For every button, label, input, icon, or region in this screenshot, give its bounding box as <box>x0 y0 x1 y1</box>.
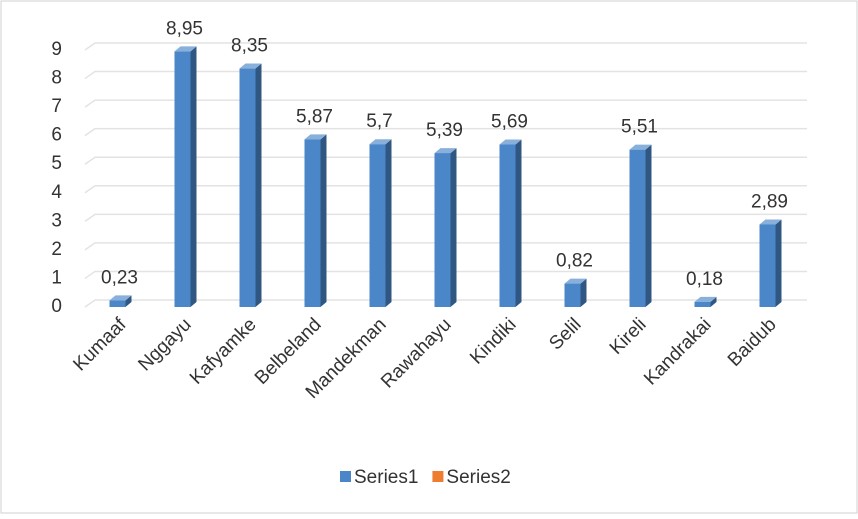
bar-side <box>190 46 197 308</box>
legend-label: Series1 <box>354 467 418 488</box>
bar <box>694 301 711 307</box>
data-label: 2,89 <box>751 191 788 212</box>
y-tick-label: 0 <box>51 296 62 317</box>
bar-side <box>710 296 717 307</box>
bar-side <box>450 148 457 307</box>
bar <box>434 153 451 307</box>
grid-line <box>84 99 807 108</box>
y-tick-label: 4 <box>51 182 62 203</box>
y-tick-label: 8 <box>51 68 62 89</box>
bar <box>239 68 256 307</box>
grid-line <box>84 42 807 51</box>
bar-top <box>239 63 262 69</box>
bar-top <box>174 46 197 52</box>
bar <box>759 224 776 307</box>
legend-swatch <box>432 471 444 482</box>
bar-side <box>580 278 587 307</box>
bar-top <box>694 296 717 302</box>
bar-side <box>645 144 652 307</box>
bar-top <box>564 278 587 284</box>
bar-top <box>499 139 522 145</box>
bar <box>304 139 321 307</box>
bar-side <box>255 63 262 307</box>
bar <box>564 283 581 307</box>
bar-top <box>759 219 782 225</box>
data-label: 5,51 <box>621 117 658 138</box>
bar-side <box>125 295 132 307</box>
data-label: 8,95 <box>166 18 203 39</box>
bar-top <box>109 295 132 301</box>
data-label: 5,69 <box>491 112 528 133</box>
bar-side <box>515 139 522 307</box>
bar-side <box>320 134 327 307</box>
y-tick-label: 3 <box>51 210 62 231</box>
data-label: 0,18 <box>686 269 723 290</box>
bar <box>629 149 646 307</box>
data-label: 0,23 <box>101 267 138 288</box>
y-tick-label: 2 <box>51 239 62 260</box>
data-label: 8,35 <box>231 36 268 57</box>
y-tick-label: 5 <box>51 153 62 174</box>
bar-top <box>304 134 327 140</box>
bar-top <box>434 148 457 154</box>
grid-line <box>84 270 807 280</box>
data-label: 0,82 <box>556 251 593 272</box>
y-tick-label: 1 <box>51 267 62 288</box>
legend-label: Series2 <box>446 467 510 488</box>
data-label: 5,7 <box>366 111 392 132</box>
bar <box>499 144 516 307</box>
y-tick-label: 6 <box>51 125 62 146</box>
bar <box>369 144 386 307</box>
grid-line <box>84 185 807 194</box>
bar <box>174 51 191 307</box>
y-tick-label: 9 <box>51 39 62 60</box>
grid-line <box>84 213 807 222</box>
grid-line <box>84 70 807 80</box>
bar-top <box>369 139 392 145</box>
bar-top <box>629 144 652 150</box>
bar-side <box>385 139 392 307</box>
data-label: 5,39 <box>426 120 463 141</box>
grid-line <box>84 127 807 137</box>
bar-side <box>775 219 782 307</box>
y-tick-label: 7 <box>51 96 62 117</box>
data-label: 5,87 <box>296 106 333 127</box>
grid-line <box>84 242 807 251</box>
legend-swatch <box>340 471 351 482</box>
grid-line <box>84 156 807 165</box>
bar <box>109 300 126 307</box>
